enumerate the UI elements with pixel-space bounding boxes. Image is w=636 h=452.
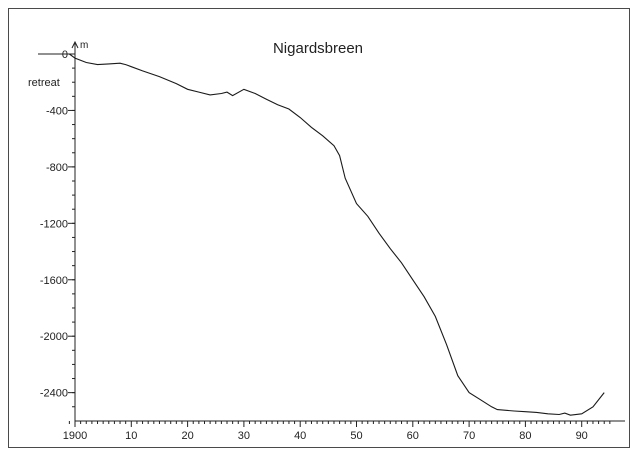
x-tick-label: 10 [125,430,137,442]
y-tick-label: -1600 [40,275,68,287]
y-axis-arrow [71,40,79,49]
axes [71,40,625,422]
y-tick-label: -2000 [40,331,68,343]
x-tick-label: 70 [463,430,475,442]
y-tick-label: -800 [46,162,68,174]
y-tick-label: -400 [46,105,68,117]
y-unit-label: m [80,40,88,51]
retreat-series-line [69,53,605,416]
x-tick-label: 30 [238,430,250,442]
x-tick-label: 60 [407,430,419,442]
y-axis-label: retreat [28,77,60,89]
chart-frame [8,8,630,448]
x-tick-label: 80 [519,430,531,442]
y-tick-label: -2400 [40,388,68,400]
x-tick-label: 40 [294,430,306,442]
chart-title: Nigardsbreen [273,40,363,57]
x-tick-label: 20 [181,430,193,442]
x-tick-label: 1900 [63,430,87,442]
x-tick-label: 50 [350,430,362,442]
y-axis-ticks: 0 -400 -800 -1200 -1600 -2000 -2400 [38,49,75,408]
x-axis-ticks: 1900 10 20 30 40 50 60 70 80 90 [63,421,611,442]
x-tick-label: 90 [576,430,588,442]
y-tick-label: -1200 [40,218,68,230]
y-tick-label: 0 [62,49,68,61]
